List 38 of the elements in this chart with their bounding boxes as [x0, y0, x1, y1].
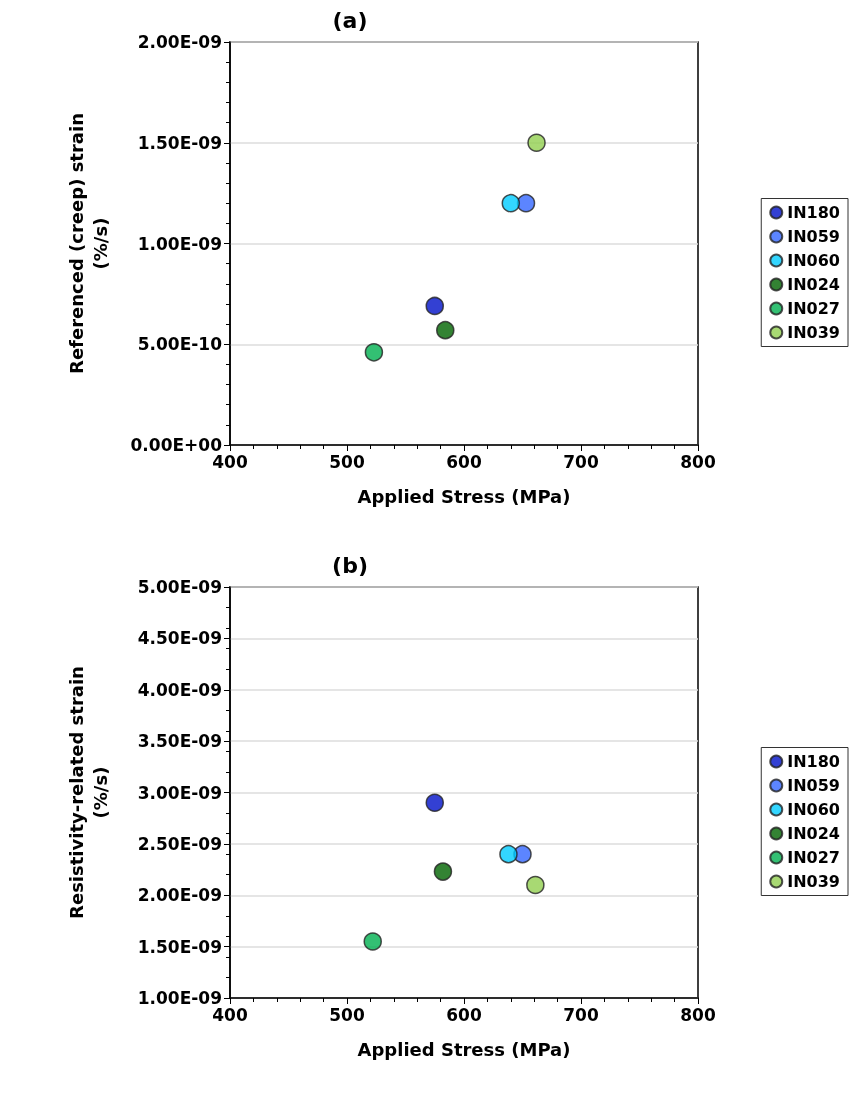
y-axis-title: Resistivity-related strain (%/s)	[65, 666, 111, 919]
legend-label: IN180	[787, 752, 841, 771]
legend-label: IN180	[787, 203, 841, 222]
x-tick-label: 700	[563, 1004, 599, 1025]
chart-title: (b)	[332, 552, 368, 578]
y-tick-label: 3.50E-09	[137, 731, 222, 752]
x-tick-label: 500	[329, 1004, 365, 1025]
x-tick-label: 700	[563, 451, 599, 472]
y-tick-label: 2.50E-09	[137, 833, 222, 854]
y-tick-label: 1.00E-09	[137, 233, 222, 254]
y-tick-label: 5.00E-09	[137, 577, 222, 597]
legend-label: IN060	[787, 251, 841, 270]
legend-label: IN059	[787, 227, 841, 246]
x-axis-title: Applied Stress (MPa)	[357, 1038, 571, 1060]
y-tick-label: 2.00E-09	[137, 32, 222, 52]
x-tick-label: 600	[446, 1004, 482, 1025]
y-tick-label: 3.00E-09	[137, 782, 222, 803]
y-tick-label: 2.00E-09	[137, 885, 222, 906]
y-tick-label: 1.50E-09	[137, 132, 222, 153]
x-tick-label: 500	[329, 451, 365, 472]
x-tick-label: 800	[680, 1004, 716, 1025]
y-axis-title: Referenced (creep) strain (%/s)	[65, 113, 111, 374]
legend-label: IN059	[787, 776, 841, 795]
legend-label: IN039	[787, 323, 841, 342]
x-tick-label: 600	[446, 451, 482, 472]
y-tick-label: 5.00E-10	[137, 334, 223, 355]
x-axis-title: Applied Stress (MPa)	[357, 485, 571, 507]
y-tick-label: 4.00E-09	[137, 679, 222, 700]
y-tick-label: 1.50E-09	[137, 936, 222, 957]
legend-label: IN027	[787, 299, 841, 318]
legend-label: IN039	[787, 872, 841, 891]
legend-label: IN024	[787, 824, 841, 843]
legend-label: IN027	[787, 848, 841, 867]
legend-label: IN024	[787, 275, 841, 294]
x-tick-label: 800	[680, 451, 716, 472]
y-tick-label: 4.50E-09	[137, 628, 222, 649]
chart-title: (a)	[332, 7, 368, 33]
legend-label: IN060	[787, 800, 841, 819]
